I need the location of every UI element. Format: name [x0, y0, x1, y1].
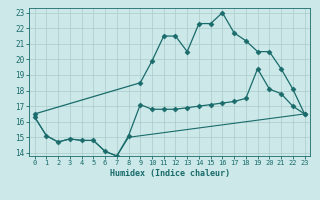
X-axis label: Humidex (Indice chaleur): Humidex (Indice chaleur)	[109, 169, 229, 178]
